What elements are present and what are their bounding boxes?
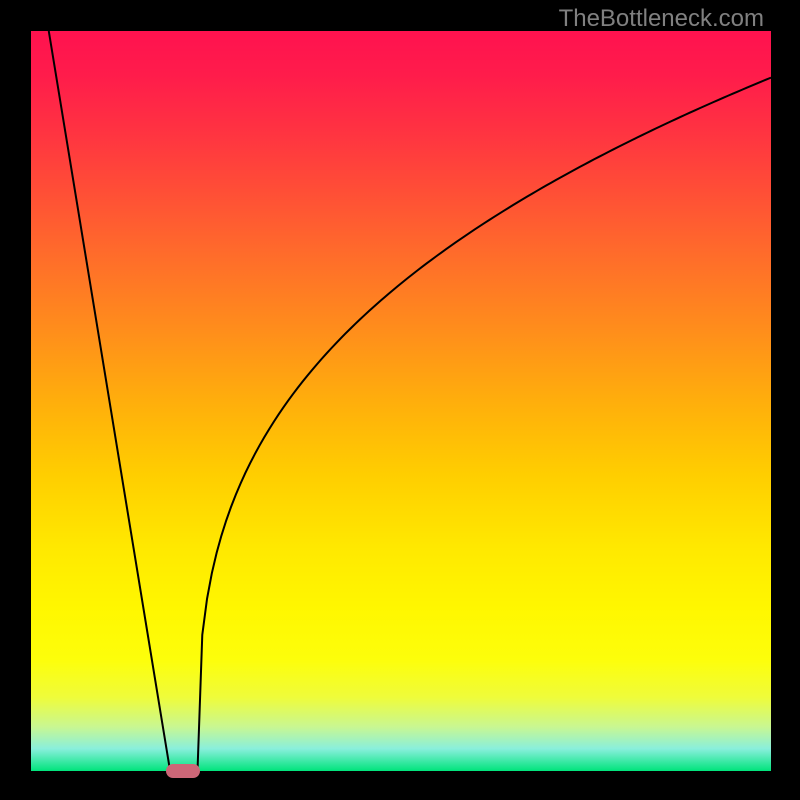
left-branch-line <box>49 31 170 771</box>
right-branch-curve <box>198 78 772 771</box>
curve-layer <box>31 31 771 771</box>
plot-area <box>31 31 771 771</box>
bottleneck-marker <box>166 764 200 779</box>
watermark-text: TheBottleneck.com <box>559 5 764 33</box>
